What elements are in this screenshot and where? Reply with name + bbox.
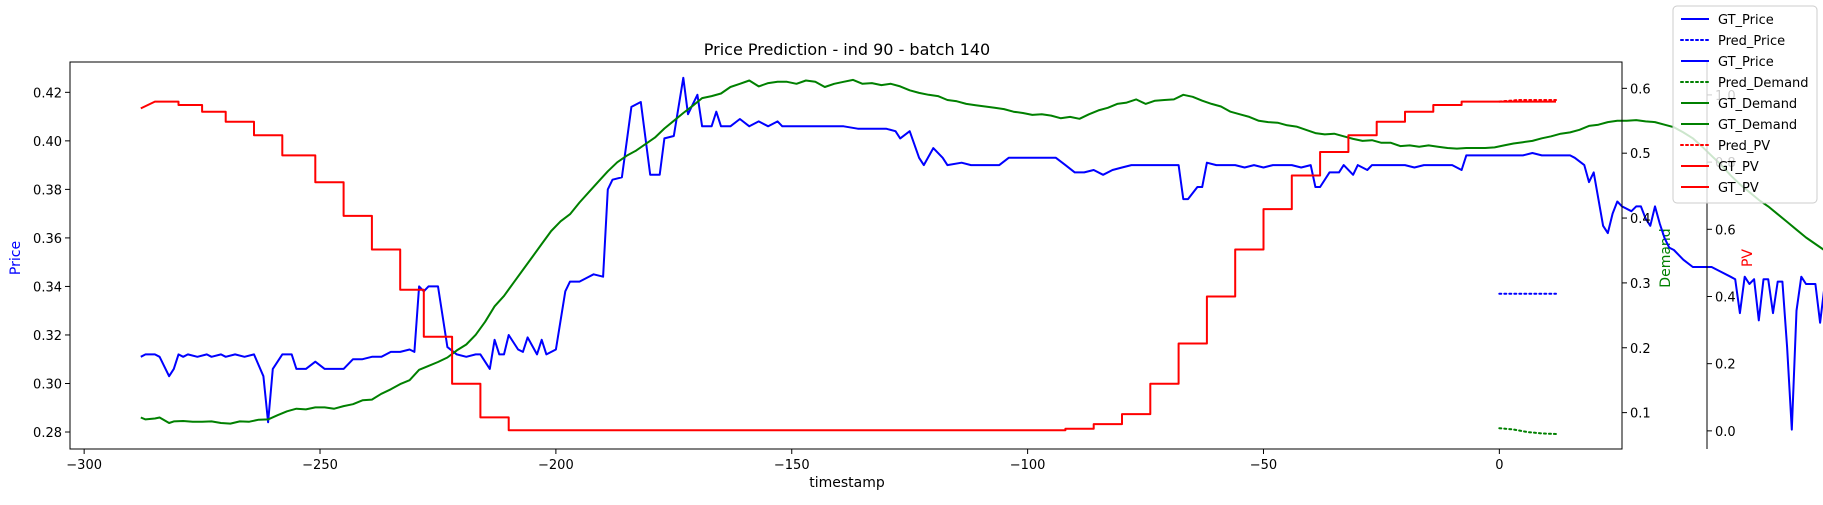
x-tick-label: −200 — [538, 458, 574, 473]
x-axis-label: timestamp — [809, 475, 885, 491]
legend-box — [1672, 5, 1818, 204]
y-axis-label-price: Price — [8, 241, 24, 275]
y-tick-label-pv: 0.6 — [1715, 223, 1736, 238]
legend-entry: GT_Demand — [1718, 97, 1797, 112]
x-tick-label: −50 — [1250, 458, 1277, 473]
legend-entry: Pred_Price — [1718, 34, 1785, 49]
legend-entry: GT_PV — [1718, 160, 1759, 175]
series-line-pred-pv — [1498, 99, 1557, 103]
legend-entry: Pred_PV — [1718, 139, 1770, 154]
series-line-pred-demand — [1498, 427, 1557, 435]
legend-entry: GT_Price — [1718, 13, 1774, 28]
y-axis-label-pv: PV — [1740, 249, 1756, 267]
y-tick-label-price: 0.34 — [33, 280, 62, 295]
legend-entry: GT_PV — [1718, 181, 1759, 196]
y-tick-label-price: 0.30 — [33, 377, 62, 392]
plot-frame — [69, 61, 1623, 450]
series-line-gt-pv — [140, 100, 1556, 432]
x-tick-label: −300 — [66, 458, 102, 473]
y-tick-label-price: 0.42 — [33, 86, 62, 101]
x-tick-label: −100 — [1010, 458, 1046, 473]
y-tick-label-demand: 0.5 — [1630, 147, 1651, 162]
y-tick-label-pv: 0.0 — [1715, 425, 1736, 440]
y-tick-label-demand: 0.4 — [1630, 212, 1651, 227]
y-tick-label-price: 0.40 — [33, 135, 62, 150]
legend-entry: GT_Price — [1718, 55, 1774, 70]
y-tick-label-price: 0.38 — [33, 183, 62, 198]
y-tick-label-pv: 0.4 — [1715, 290, 1736, 305]
series-line-gt-demand — [140, 78, 1823, 425]
legend: GT_Price Pred_Price GT_Price Pred_Demand GT_… — [1672, 5, 1818, 204]
axes: −300 −250 −200 −150 −100 −50 0 0.28 0.30 0.32 0.34… — [33, 61, 1736, 473]
y-tick-label-pv: 0.2 — [1715, 358, 1736, 373]
x-tick-label: −150 — [774, 458, 810, 473]
y-tick-label-demand: 0.1 — [1630, 407, 1651, 422]
y-tick-label-demand: 0.3 — [1630, 277, 1651, 292]
x-tick-label: −250 — [302, 458, 338, 473]
plot-area — [140, 76, 1823, 435]
x-tick-label: 0 — [1495, 458, 1503, 473]
chart-title: Price Prediction - ind 90 - batch 140 — [704, 40, 990, 59]
series-line-gt-price — [140, 76, 1823, 431]
y-tick-label-price: 0.32 — [33, 329, 62, 344]
y-tick-label-demand: 0.6 — [1630, 82, 1651, 97]
y-axis-label-demand: Demand — [1658, 228, 1674, 287]
legend-entry: Pred_Demand — [1718, 76, 1809, 91]
y-tick-label-price: 0.36 — [33, 232, 62, 247]
y-tick-label-price: 0.28 — [33, 426, 62, 441]
legend-entry: GT_Demand — [1718, 118, 1797, 133]
y-tick-label-demand: 0.2 — [1630, 342, 1651, 357]
